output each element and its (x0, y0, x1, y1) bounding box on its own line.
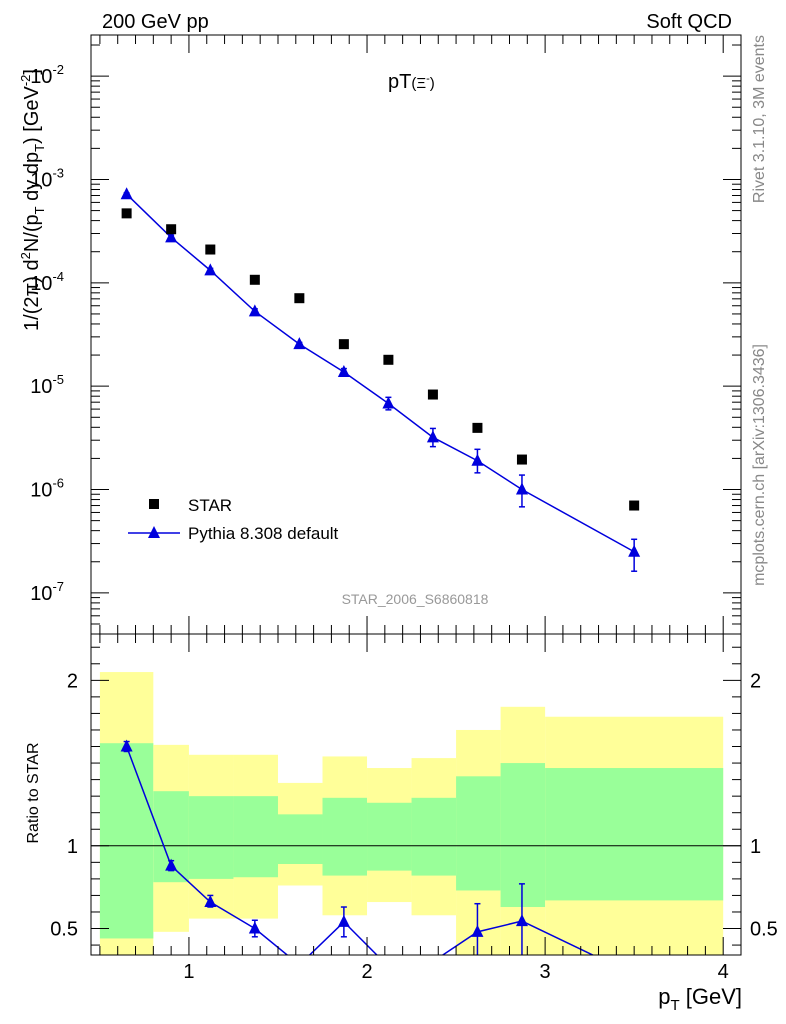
band-inner (367, 802, 412, 871)
x-tick-label: 3 (540, 961, 551, 983)
plot-title: pT(Ξ-) (388, 71, 435, 93)
header-right: Soft QCD (646, 11, 732, 33)
main-panel: 10-7 10-6 10-5 10-4 10-3 10-2 STAR Pythia 8.308… (30, 34, 742, 635)
data-point (427, 389, 438, 400)
y-axis-title: 1/(2π) d2N/(pT dy dpT) [GeV-2] (18, 69, 47, 331)
band-inner (99, 743, 154, 939)
y-tick-label: 10-4 (30, 269, 64, 295)
mc-point (120, 187, 133, 200)
ratio-point (204, 895, 217, 908)
ratio-y-tick-label: 2 (67, 670, 78, 692)
data-point (205, 244, 216, 255)
plot-title-sup: - (426, 73, 430, 85)
y-tick-label: 10-3 (30, 165, 64, 191)
main-plot-frame (90, 34, 742, 635)
band-inner (456, 776, 501, 891)
legend-marker-mc (148, 526, 160, 538)
data-point (166, 224, 177, 235)
rivet-label: Rivet 3.1.10, 3M events (751, 35, 768, 203)
x-tick-label: 1 (183, 961, 194, 983)
ratio-panel: 0.5 0.5 1 1 2 2 1 2 3 4 (50, 633, 778, 983)
mc-point (248, 304, 261, 317)
data-point (383, 354, 394, 365)
band-inner (545, 768, 724, 901)
band-inner (322, 797, 368, 876)
analysis-watermark: STAR_2006_S6860818 (342, 591, 489, 607)
ratio-plot-frame (90, 633, 742, 956)
ratio-series (120, 739, 595, 955)
data-point (294, 293, 305, 304)
ratio-y-tick-label: 1 (67, 836, 78, 858)
mc-point (165, 230, 178, 243)
band-inner (277, 814, 323, 864)
plot-title-main: pT (388, 71, 411, 93)
ratio-point (248, 921, 261, 934)
band-inner (233, 796, 278, 878)
plot-title-close: ) (430, 75, 435, 92)
data-point (249, 274, 260, 285)
data-point (516, 454, 527, 465)
legend-label-star: STAR (188, 496, 232, 515)
mcplots-label: mcplots.cern.ch [arXiv:1306.3436] (751, 344, 768, 586)
ratio-y-tick-label-right: 0.5 (750, 919, 778, 941)
ratio-y-tick-label: 0.5 (50, 919, 78, 941)
ratio-y-axis-title: Ratio to STAR (25, 742, 42, 843)
ratio-point (120, 739, 133, 752)
mc-point (382, 396, 395, 409)
plot-title-particle: (Ξ (411, 75, 426, 92)
mc-point (293, 337, 306, 350)
y-tick-label: 10-5 (30, 372, 64, 398)
data-point (338, 339, 349, 350)
data-point (472, 422, 483, 433)
band-inner (188, 796, 234, 879)
x-tick-label: 2 (361, 961, 372, 983)
x-tick-label: 4 (718, 961, 729, 983)
ratio-y-tick-label-right: 1 (750, 836, 761, 858)
ratio-point (337, 914, 350, 927)
mc-point (471, 453, 484, 466)
mc-point (204, 263, 217, 276)
data-point (121, 208, 132, 219)
legend-label-mc: Pythia 8.308 default (188, 524, 339, 543)
mc-point (628, 544, 641, 557)
band-inner (500, 763, 546, 908)
x-axis-title: pT [GeV] (658, 984, 742, 1014)
legend-marker-star (149, 499, 159, 509)
mc-point (426, 430, 439, 443)
y-tick-label: 10-7 (30, 579, 64, 605)
y-tick-label: 10-6 (30, 476, 64, 502)
mc-point (515, 482, 528, 495)
band-inner (411, 797, 457, 876)
mc-point (337, 365, 350, 378)
y-tick-label: 10-2 (30, 62, 64, 88)
ratio-point (165, 858, 178, 871)
ratio-y-tick-label-right: 2 (750, 670, 761, 692)
ratio-point (471, 924, 484, 937)
data-point (629, 500, 640, 511)
ratio-point (515, 914, 528, 927)
header-left: 200 GeV pp (102, 11, 209, 33)
